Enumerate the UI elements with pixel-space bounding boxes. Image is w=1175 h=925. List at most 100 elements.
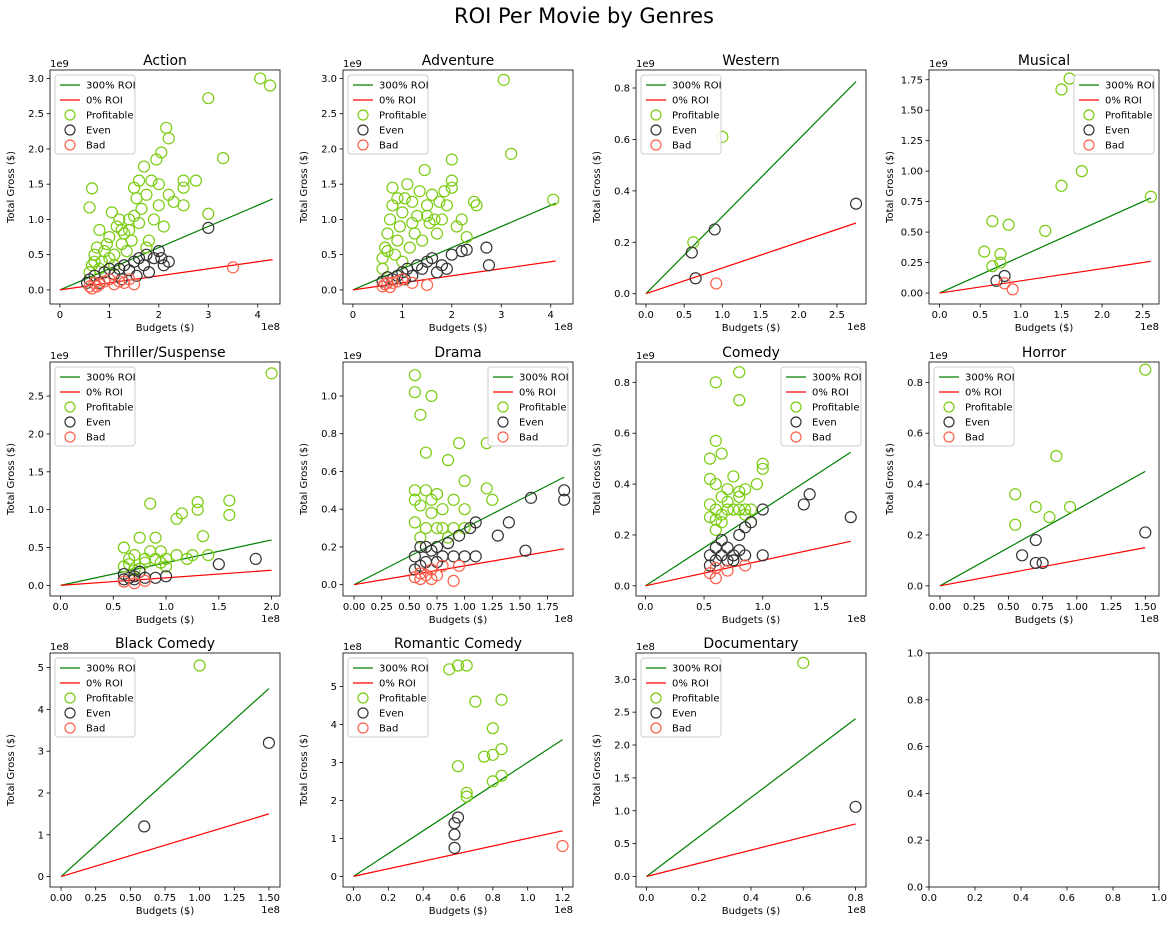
legend-item-even-swatch	[64, 707, 76, 719]
point-profitable	[177, 174, 190, 187]
point-even	[756, 549, 769, 562]
panel-musical: Musical 0.0 0.5 1.0 1.5 2.0 2.5 0.00 0.25 0.50 0.7…	[885, 53, 1160, 334]
x-tick-label: 0.25	[963, 602, 985, 613]
x-exponent-label: 1e8	[847, 905, 866, 916]
y-axis-label: Total Gross ($)	[299, 443, 310, 516]
y-tick-label: 0.0	[614, 289, 630, 300]
point-profitable	[1029, 500, 1042, 514]
y-tick-label: 1.0	[28, 215, 44, 226]
y-exponent-label: 1e9	[343, 351, 362, 362]
point-profitable	[486, 722, 499, 735]
point-profitable	[486, 493, 499, 506]
x-tick-label: 2.5	[829, 310, 845, 321]
x-tick-label: 1.50	[1134, 602, 1156, 613]
x-axis-label: Budgets ($)	[136, 615, 195, 626]
y-tick-label: 0.6	[614, 135, 630, 146]
figure-title: ROI Per Movie by Genres	[454, 4, 714, 28]
legend-item-bad: Bad	[1105, 141, 1124, 152]
y-tick-label: 0.5	[28, 543, 44, 554]
y-tick-label: 4	[38, 705, 44, 716]
point-profitable	[750, 477, 763, 491]
legend-item-profitable: Profitable	[519, 403, 567, 414]
x-axis-label: Budgets ($)	[429, 323, 488, 334]
point-profitable	[1039, 224, 1052, 237]
point-profitable	[152, 199, 165, 212]
point-profitable	[756, 457, 769, 470]
y-exponent-label: 1e9	[50, 351, 69, 362]
panel-title: Musical	[1018, 53, 1070, 69]
point-profitable	[440, 199, 453, 212]
point-profitable	[416, 234, 429, 247]
y-tick-label: 0.4	[614, 186, 630, 197]
y-tick-label: 0.2	[321, 542, 337, 553]
legend-item-profitable: Profitable	[379, 694, 427, 705]
legend-item-bad-swatch	[497, 431, 509, 443]
y-axis-label: Total Gross ($)	[592, 151, 603, 224]
point-profitable	[123, 213, 136, 226]
point-profitable	[191, 495, 204, 509]
y-tick-label: 0.0	[321, 580, 337, 591]
x-axis-label: Budgets ($)	[1015, 615, 1074, 626]
x-tick-label: 1.75	[536, 602, 558, 613]
point-profitable	[497, 73, 510, 86]
point-even	[524, 491, 538, 504]
y-exponent-label: 1e8	[50, 642, 69, 653]
x-tick-label: 1.25	[223, 893, 245, 904]
point-profitable	[715, 447, 728, 460]
point-bad	[420, 278, 434, 292]
point-even	[414, 540, 427, 554]
y-tick-label: 0.6	[614, 429, 630, 440]
plot-area	[939, 363, 1152, 587]
legend-box	[640, 657, 722, 738]
line-0-roi	[645, 540, 851, 587]
legend-box	[347, 657, 429, 738]
legend-item-bad-swatch	[650, 139, 662, 151]
x-tick-label: 0.0	[346, 893, 362, 904]
point-profitable	[170, 549, 183, 562]
point-profitable	[1009, 488, 1022, 501]
x-tick-label: 1.5	[753, 310, 769, 321]
x-tick-label: 1.0	[1013, 310, 1029, 321]
point-bad	[447, 574, 460, 588]
point-profitable	[1050, 450, 1063, 463]
point-profitable	[425, 506, 438, 520]
panel-title: Horror	[1022, 345, 1067, 361]
x-tick-label: 1.5	[211, 602, 227, 613]
point-profitable	[470, 199, 483, 212]
legend-item-even: Even	[519, 418, 544, 429]
point-profitable	[128, 549, 141, 562]
y-tick-label: 2.0	[321, 144, 337, 155]
legend-box	[487, 366, 569, 447]
point-bad	[556, 839, 569, 853]
x-tick-label: 0.25	[85, 893, 107, 904]
point-profitable	[391, 234, 404, 247]
legend-item-bad-swatch	[64, 431, 76, 443]
axes-frame	[928, 652, 1160, 888]
y-tick-label: 3	[38, 747, 44, 758]
plot-area	[352, 73, 560, 294]
point-profitable	[425, 188, 439, 201]
point-profitable	[430, 227, 444, 240]
legend-item-0-roi: 0% ROI	[379, 679, 416, 690]
legend-item-profitable-swatch	[790, 401, 802, 413]
point-profitable	[495, 769, 508, 782]
line-300-roi	[939, 470, 1146, 587]
y-axis-label: Total Gross ($)	[6, 443, 17, 516]
panel-comedy: Comedy 0.0 0.5 1.0 1.5 0.0 0.2 0.4 0.6 0.8 1e9 1e8 B…	[592, 345, 867, 626]
point-profitable	[140, 188, 153, 201]
legend: 300% ROI 0% ROI Profitable Even Bad	[54, 366, 136, 447]
point-profitable	[132, 174, 146, 187]
legend-item-0-roi: 0% ROI	[672, 96, 709, 107]
legend-item-bad-swatch	[1083, 139, 1095, 151]
point-profitable	[177, 181, 190, 194]
x-exponent-label: 1e8	[847, 614, 866, 625]
point-profitable	[223, 508, 236, 522]
legend-item-bad: Bad	[672, 141, 691, 152]
panel-drama: Drama 0.00 0.25 0.50 0.75 1.00 1.25 1.50 1.75 0.0…	[299, 345, 574, 626]
point-profitable	[495, 693, 508, 706]
legend-item-0-roi: 0% ROI	[86, 679, 123, 690]
y-exponent-label: 1e9	[636, 351, 655, 362]
legend: 300% ROI 0% ROI Profitable Even Bad	[487, 366, 569, 447]
legend-item-even: Even	[86, 126, 111, 137]
x-axis-label: Budgets ($)	[136, 906, 195, 917]
